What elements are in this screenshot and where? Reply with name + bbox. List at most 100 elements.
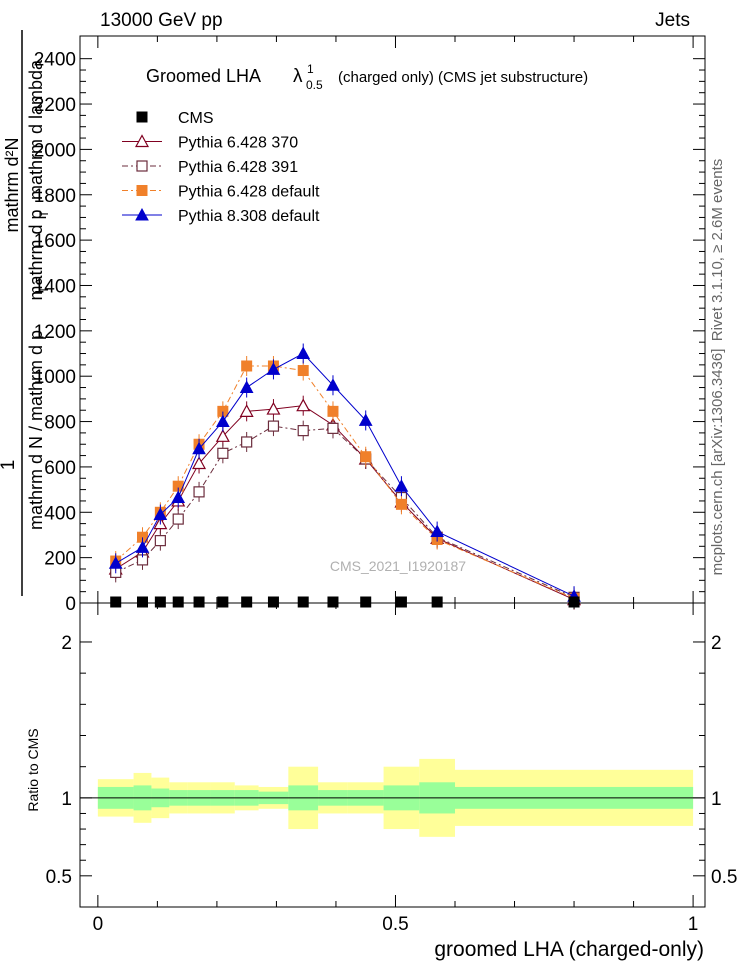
- series-pythia-8-308-default: [108, 343, 581, 607]
- ratio-panel: 0 0.5 1 0.5 0.5 1 1 2 2: [46, 603, 737, 935]
- data-marker: [297, 425, 309, 437]
- data-marker: [135, 540, 150, 553]
- plot-title: Groomed LHA λ 1 0.5 (charged only) (CMS …: [146, 62, 588, 92]
- data-marker: [266, 401, 281, 415]
- x-tick-label: 0.5: [382, 914, 408, 935]
- data-marker: [136, 111, 148, 123]
- rivet-version-label: Rivet 3.1.10, ≥ 2.6M events: [709, 159, 726, 342]
- ratio-plot-frame: [79, 602, 706, 908]
- data-marker: [241, 596, 253, 608]
- series-cms: [110, 596, 580, 608]
- data-marker: [395, 498, 407, 510]
- ratio-y-tick-label: 1: [61, 789, 72, 810]
- data-marker: [326, 378, 340, 391]
- data-marker: [215, 429, 230, 442]
- title-superscript: 1: [307, 62, 314, 76]
- data-marker: [192, 456, 207, 470]
- data-marker: [172, 513, 184, 525]
- y-label-denominator-sub: T: [37, 210, 51, 218]
- y-tick-label: 2400: [34, 50, 76, 71]
- y-tick-label: 800: [44, 413, 76, 434]
- data-marker: [327, 405, 339, 417]
- x-tick-label: 1: [688, 914, 699, 935]
- legend-label: Pythia 6.428 391: [178, 159, 298, 176]
- data-marker: [153, 507, 168, 521]
- y-label-bottom-sub: T: [37, 286, 51, 294]
- data-marker: [216, 414, 230, 428]
- data-marker: [430, 524, 444, 538]
- data-marker: [394, 479, 409, 492]
- data-marker: [239, 404, 254, 417]
- ratio-y-axis-label: Ratio to CMS: [25, 728, 41, 811]
- data-marker: [296, 346, 311, 360]
- main-panel: 0 200 400 600 800 1000 1200 1400 1600 1800 2000 220…: [34, 36, 705, 615]
- data-marker: [171, 490, 186, 504]
- y-tick-label: 2000: [34, 140, 76, 161]
- y-label-numerator: mathrm d²N: [2, 137, 22, 232]
- y-tick-label: 400: [44, 503, 76, 524]
- legend-item: Pythia 6.428 default: [122, 184, 320, 201]
- data-marker: [267, 596, 279, 608]
- title-main: Groomed LHA: [146, 66, 261, 86]
- data-marker: [110, 596, 122, 608]
- data-marker: [135, 207, 149, 221]
- data-marker: [108, 556, 123, 569]
- ratio-y-tick-label-right: 2: [711, 633, 722, 654]
- data-marker: [431, 596, 443, 608]
- legend-label: Pythia 8.308 default: [178, 208, 320, 225]
- data-marker: [217, 596, 229, 608]
- legend-item: Pythia 6.428 370: [122, 134, 298, 152]
- ratio-y-tick-label: 2: [61, 633, 72, 654]
- data-marker: [360, 596, 372, 608]
- data-marker: [154, 535, 166, 547]
- data-marker: [217, 447, 229, 459]
- data-marker: [327, 422, 339, 434]
- y-tick-label: 1000: [34, 367, 76, 388]
- x-tick-label: 0: [93, 914, 104, 935]
- data-marker: [358, 413, 373, 426]
- data-marker: [266, 362, 281, 375]
- y-tick-label: 1600: [34, 231, 76, 252]
- y-label-bottom: mathrm d N / mathrm d p: [26, 330, 46, 530]
- header-process-label: Jets: [655, 10, 690, 31]
- data-marker: [172, 596, 184, 608]
- legend-label: Pythia 6.428 370: [178, 135, 298, 152]
- legend: CMS Pythia 6.428 370 Pythia 6.428 391 Pythi…: [122, 110, 320, 225]
- y-tick-label: 600: [44, 458, 76, 479]
- legend-label: Pythia 6.428 default: [178, 184, 320, 201]
- legend-label: CMS: [178, 110, 214, 127]
- data-marker: [137, 596, 148, 608]
- series-line: [115, 352, 575, 597]
- y-label-denominator: mathrm d p: [26, 209, 46, 300]
- data-marker: [192, 441, 206, 455]
- data-marker: [239, 380, 254, 394]
- y-tick-label: 1200: [34, 322, 76, 343]
- ratio-y-tick-label: 0.5: [46, 867, 72, 888]
- title-subscript: 0.5: [306, 78, 323, 92]
- y-tick-label: 1400: [34, 276, 76, 297]
- x-axis-label: groomed LHA (charged-only): [434, 938, 704, 961]
- data-marker: [241, 436, 253, 448]
- data-marker: [136, 185, 148, 196]
- title-rest: (charged only) (CMS jet substructure): [338, 69, 588, 86]
- data-marker: [193, 486, 205, 498]
- y-tick-label: 200: [44, 549, 76, 570]
- data-marker: [267, 420, 280, 432]
- y-tick-label: 1800: [34, 186, 76, 207]
- data-marker: [297, 596, 309, 608]
- mcplots-credit-label: mcplots.cern.ch [arXiv:1306.3436]: [709, 349, 726, 576]
- y-label-prefix: 1: [0, 460, 19, 471]
- series-pythia-6-428-391: [110, 416, 580, 608]
- data-marker: [193, 596, 205, 608]
- legend-item: Pythia 6.428 391: [122, 159, 298, 176]
- y-label-denominator-rest: mathrm d lambda: [26, 59, 46, 200]
- data-marker: [297, 365, 309, 377]
- header-energy-label: 13000 GeV pp: [100, 10, 223, 31]
- data-marker: [154, 596, 166, 608]
- data-marker: [395, 596, 407, 608]
- data-marker: [360, 451, 372, 463]
- data-marker: [296, 398, 311, 412]
- legend-item: CMS: [136, 110, 214, 127]
- data-marker: [136, 160, 148, 172]
